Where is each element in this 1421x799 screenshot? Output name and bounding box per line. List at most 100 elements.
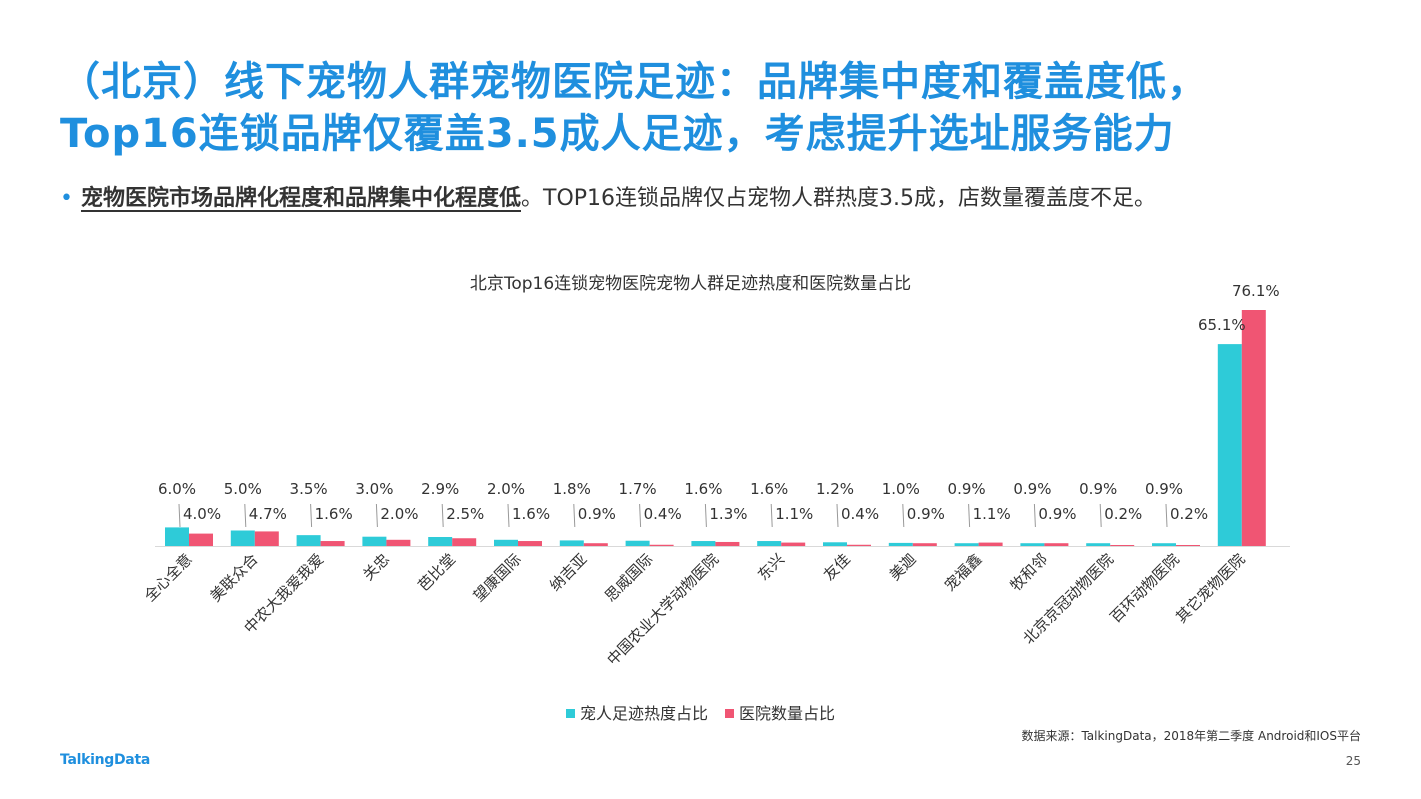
bar-series2-12 [978,542,1003,546]
data-label-series1-7: 1.7% [619,480,657,498]
legend-label-series1: 宠人足迹热度占比 [579,704,708,723]
bar-series1-3 [362,536,387,546]
category-label-6: 纳吉亚 [546,550,591,595]
summary-bullet: • 宠物医院市场品牌化程度和品牌集中化程度低。TOP16连锁品牌仅占宠物人群热度3… [60,180,1410,212]
bar-series1-2 [296,535,321,546]
data-label-series1-4: 2.9% [421,480,459,498]
category-label-1: 美联众合 [206,550,261,605]
legend-swatch-series1 [565,709,575,718]
bullet-dot-icon: • [60,186,73,211]
bar-series1-6 [559,540,584,546]
category-label-15: 百环动物医院 [1106,550,1182,626]
bar-series2-5 [518,541,542,546]
category-label-11: 美迦 [886,550,920,584]
legend-swatch-series2 [725,709,735,718]
leader-line-1 [244,503,247,528]
data-label-series2-16: 76.1% [1232,282,1280,300]
bar-series1-5 [494,539,518,546]
leader-line-2 [310,503,313,528]
bullet-text: 。TOP16连锁品牌仅占宠物人群热度3.5成，店数量覆盖度不足。 [521,186,1157,211]
bar-series2-10 [847,544,871,546]
leader-line-7 [639,503,642,528]
category-label-12: 宠福鑫 [941,550,986,595]
leader-line-12 [968,503,971,528]
bar-series1-9 [757,541,782,546]
data-label-series1-10: 1.2% [816,480,854,498]
category-label-3: 关忠 [359,550,393,584]
slide-title: （北京）线下宠物人群宠物医院足迹：品牌集中度和覆盖度低， Top16连锁品牌仅覆… [60,56,1400,160]
data-label-series2-13: 0.9% [1038,505,1076,523]
data-label-series2-2: 1.6% [315,505,353,523]
data-label-series2-4: 2.5% [446,505,484,523]
data-source-note: 数据来源：TalkingData，2018年第二季度 Android和IOS平台 [1021,729,1361,743]
bar-series2-0 [189,533,213,546]
bar-series2-9 [781,542,806,546]
bar-series2-14 [1110,545,1135,546]
data-label-series1-6: 1.8% [553,480,591,498]
data-label-series1-12: 0.9% [948,480,986,498]
data-label-series1-11: 1.0% [882,480,920,498]
talkingdata-logo: TalkingData [60,752,150,768]
category-label-8: 中国农业大学动物医院 [603,550,722,669]
data-label-series1-1: 5.0% [224,480,262,498]
bar-series1-10 [823,542,847,546]
leader-line-11 [902,503,905,528]
category-label-7: 思威国际 [601,550,656,605]
category-label-10: 友佳 [820,550,854,584]
leader-line-14 [1099,503,1102,528]
data-label-series1-3: 3.0% [355,480,393,498]
bar-series2-3 [386,539,411,546]
bar-series1-12 [954,543,979,546]
bar-series2-13 [1044,543,1069,546]
bar-series2-4 [452,538,477,546]
data-label-series2-0: 4.0% [183,505,221,523]
chart-legend: 宠人足迹热度占比 医院数量占比 [0,700,1421,724]
data-label-series1-2: 3.5% [290,480,328,498]
bar-series2-15 [1176,545,1200,546]
slide-title-line2: Top16连锁品牌仅覆盖3.5成人足迹，考虑提升选址服务能力 [60,111,1175,157]
data-label-series2-12: 1.1% [973,505,1011,523]
data-label-series2-9: 1.1% [775,505,813,523]
legend-label-series2: 医院数量占比 [739,704,836,723]
bar-series2-7 [649,544,674,546]
bar-series1-14 [1086,543,1111,546]
bar-series1-1 [230,530,255,546]
bar-series1-4 [428,537,453,546]
data-label-series2-5: 1.6% [512,505,550,523]
data-label-series2-1: 4.7% [249,505,287,523]
category-label-4: 芭比堂 [414,550,459,595]
data-label-series1-16: 65.1% [1198,316,1246,334]
bar-series1-13 [1020,543,1045,546]
bar-series2-11 [912,543,937,546]
bar-series2-6 [583,543,608,546]
data-label-series1-8: 1.6% [684,480,722,498]
leader-line-15 [1165,503,1168,528]
page-number: 25 [1345,754,1361,768]
leader-line-4 [441,503,444,528]
data-label-series1-14: 0.9% [1079,480,1117,498]
bar-series1-0 [165,527,189,546]
bar-series1-11 [888,542,913,546]
bar-series1-8 [691,541,716,546]
data-label-series1-0: 6.0% [158,480,196,498]
leader-line-0 [178,503,181,528]
category-label-0: 全心全意 [141,550,196,605]
legend-item-series1: 宠人足迹热度占比 [565,704,708,723]
data-label-series2-15: 0.2% [1170,505,1208,523]
data-label-series2-10: 0.4% [841,505,879,523]
data-label-series2-3: 2.0% [380,505,418,523]
bar-series2-8 [715,541,740,546]
leader-line-9 [770,503,773,528]
category-label-5: 望康国际 [470,550,525,605]
data-label-series1-5: 2.0% [487,480,525,498]
leader-line-3 [375,503,378,528]
legend-item-series2: 医院数量占比 [725,704,835,723]
data-label-series2-6: 0.9% [578,505,616,523]
data-label-series1-13: 0.9% [1013,480,1051,498]
bar-series2-2 [320,541,345,546]
category-label-9: 东兴 [754,550,788,584]
leader-line-13 [1033,503,1036,528]
bar-series1-7 [625,540,650,546]
data-label-series1-15: 0.9% [1145,480,1183,498]
category-label-13: 牧和邻 [1007,550,1052,595]
